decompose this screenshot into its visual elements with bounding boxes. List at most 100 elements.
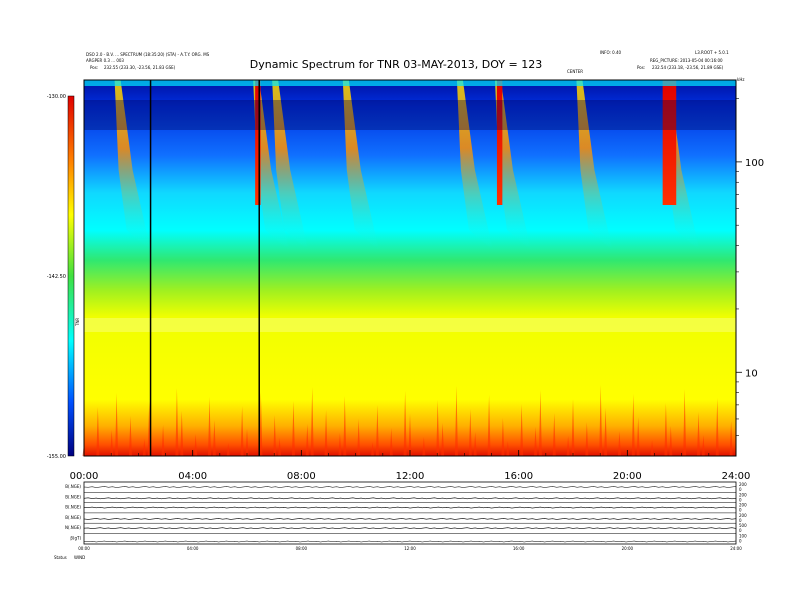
lowfreq-spike-3 [115, 393, 119, 456]
strip-x-tick-label: 24:00 [730, 546, 742, 551]
lowfreq-spike-50 [631, 394, 635, 456]
lowfreq-spike-1 [96, 407, 100, 456]
top-band [84, 80, 736, 86]
strip-x-tick-label: 04:00 [187, 546, 199, 551]
strip-label: β(gT) [70, 536, 81, 541]
strip-right-tick: 0 [739, 518, 742, 523]
lowfreq-spike-33 [441, 423, 445, 456]
lowfreq-spike-10 [194, 434, 198, 456]
lowfreq-spike-47 [599, 385, 603, 456]
strip-right-tick: 200 [739, 513, 747, 518]
strip-footer-value: WIND [74, 555, 85, 560]
colorbar [67, 95, 75, 457]
strip-trace [83, 497, 737, 500]
lowfreq-spike-57 [701, 435, 705, 456]
lowfreq-spike-56 [697, 412, 701, 456]
lowfreq-spike-32 [436, 400, 440, 456]
strip-trace [83, 486, 737, 488]
header-right-pos-label: Pos: [637, 65, 646, 70]
lowfreq-spike-40 [520, 404, 524, 456]
spectrogram-plot [82, 79, 737, 457]
strip-label: B(.NGE) [65, 505, 81, 510]
colorbar-label: -155.00 [47, 454, 66, 460]
x-tick-label: 20:00 [613, 471, 642, 482]
strip-footer-label: Status [54, 555, 67, 560]
lowfreq-spike-18 [278, 438, 282, 456]
x-tick-label: 12:00 [396, 471, 425, 482]
strip-label: B(.NGE) [65, 484, 81, 489]
lowfreq-spike-20 [305, 424, 309, 456]
lowfreq-spike-9 [180, 411, 184, 456]
x-tick-label: 08:00 [287, 471, 316, 482]
colorbar-unit-label: TNR [75, 318, 80, 327]
grey-band [84, 318, 736, 332]
chart-title: Dynamic Spectrum for TNR 03-MAY-2013, DO… [249, 58, 543, 71]
lowfreq-spike-29 [403, 391, 407, 456]
lowfreq-spike-27 [375, 405, 379, 456]
header-left-line1: DSO 2.0 - B.V. ... SPECTRUM (18:35:20) (… [86, 52, 210, 57]
strip-right-tick: 200 [739, 492, 747, 497]
lowfreq-spike-37 [487, 395, 491, 456]
x-tick-label: 24:00 [722, 471, 751, 482]
burst-4 [456, 80, 493, 250]
lowfreq-spike-22 [324, 410, 328, 456]
strip-right-tick: 200 [739, 503, 747, 508]
strip-right-tick: 0 [739, 487, 742, 492]
header-mid-label: CENTER [567, 69, 584, 74]
khz-unit-label: kHz [737, 77, 745, 82]
lowfreq-spike-8 [175, 388, 179, 456]
lowfreq-spike-41 [534, 427, 538, 456]
burst-0 [114, 80, 151, 250]
burst-2 [272, 80, 309, 250]
header-right-line1b: L3.ROOT + 5.0.1 [695, 50, 729, 55]
strip-right-tick: 100 [739, 534, 747, 539]
strip-right-tick: 500 [739, 523, 747, 528]
lowfreq-spike-49 [617, 431, 621, 456]
strip-right-tick: 0 [739, 508, 742, 513]
strip-x-tick-label: 20:00 [622, 546, 634, 551]
lowfreq-spike-23 [338, 433, 342, 456]
header-right-line2: REG_PICTURE: 2013-05-04 00:16:00 [650, 58, 723, 63]
burst-1 [253, 80, 290, 250]
lowfreq-spike-46 [585, 422, 589, 456]
dark-band [84, 100, 736, 130]
y-axis: 10 100 [736, 98, 764, 436]
x-tick-label: 04:00 [178, 471, 207, 482]
lowfreq-spike-5 [142, 439, 146, 456]
lowfreq-spike-36 [473, 432, 477, 456]
lowfreq-spike-43 [552, 413, 556, 456]
strong-emission-0 [255, 80, 261, 205]
colorbar-axis: -130.00 -142.50 -155.00 TNR [47, 94, 80, 460]
strip-trace [83, 527, 737, 530]
x-axis: 00:00 04:00 08:00 12:00 16:00 20:00 24:00 [70, 450, 751, 482]
burst-5 [494, 80, 531, 250]
header-right-pos-value: 232.54 (233.18, -23.56, 21.89 GSE) [652, 65, 724, 70]
x-tick-label: 00:00 [70, 471, 99, 482]
lowfreq-spike-54 [669, 426, 673, 456]
strip-label: B(.NGE) [65, 494, 81, 499]
strip-trace [84, 506, 737, 509]
strip-trace [83, 518, 737, 520]
lowfreq-spike-31 [422, 437, 426, 456]
colorbar-label: -130.00 [47, 94, 66, 100]
lowfreq-spike-7 [161, 425, 165, 456]
header-right-line1: INFO: 0.40 [600, 50, 622, 55]
lowfreq-spike-38 [501, 418, 505, 456]
strip-label: B(.NGE) [65, 515, 81, 520]
lowfreq-spike-28 [389, 428, 393, 456]
strip-right-tick: 0 [739, 497, 742, 502]
strip-x-tick-label: 12:00 [404, 546, 416, 551]
header-left-pos-value: 232.55 (233.30, -23.56, 21.83 GSE) [104, 65, 176, 70]
lowfreq-spike-44 [566, 436, 570, 456]
lowfreq-spike-15 [245, 429, 249, 456]
lowfreq-spike-42 [538, 390, 542, 456]
lowfreq-spike-30 [408, 414, 412, 456]
lowfreq-spike-4 [128, 416, 132, 456]
y-tick-label: 10 [745, 368, 758, 379]
strip-label: N(.NGE) [65, 525, 81, 530]
lowfreq-spike-34 [454, 386, 458, 456]
lowfreq-spike-48 [604, 408, 608, 456]
strip-right-tick: 0 [739, 539, 742, 544]
